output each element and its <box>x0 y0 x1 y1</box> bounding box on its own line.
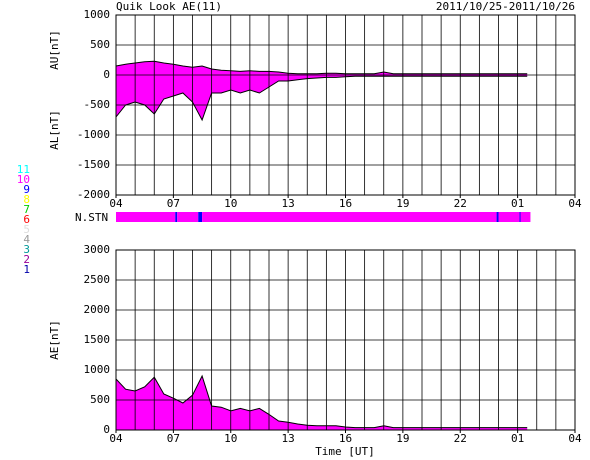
date-range: 2011/10/25-2011/10/26 <box>436 0 575 13</box>
x-tick-label: 16 <box>339 432 352 445</box>
area-fill <box>116 376 528 430</box>
y-tick-label: 1500 <box>84 333 111 346</box>
station-segment <box>520 212 531 222</box>
x-tick-label: 22 <box>454 197 467 210</box>
area-fill <box>116 75 528 120</box>
x-axis-label: Time [UT] <box>315 445 375 458</box>
x-tick-label: 22 <box>454 432 467 445</box>
x-tick-label: 01 <box>511 432 524 445</box>
y-tick-label: -1000 <box>77 128 110 141</box>
x-tick-label: 19 <box>396 432 409 445</box>
y-axis-label: AE[nT] <box>48 320 61 360</box>
station-legend-label: 5 <box>23 223 30 236</box>
station-legend-label: 3 <box>23 243 30 256</box>
area-fill <box>116 61 528 75</box>
y-tick-label: 3000 <box>84 243 111 256</box>
plot-frame <box>115 249 576 431</box>
y-tick-label: 2000 <box>84 303 111 316</box>
x-tick-label: 16 <box>339 197 352 210</box>
y-axis-label: AL[nT] <box>48 110 61 150</box>
y-tick-label: -500 <box>84 98 111 111</box>
strip-label: N.STN <box>75 211 108 224</box>
y-tick-label: 1000 <box>84 8 111 21</box>
x-tick-label: 01 <box>511 197 524 210</box>
area-line <box>115 374 528 429</box>
station-segment <box>496 212 499 222</box>
x-tick-label: 13 <box>282 432 295 445</box>
plot-frame <box>115 14 576 196</box>
chart-title: Quik Look AE(11) <box>116 0 222 13</box>
station-legend-label: 2 <box>23 253 30 266</box>
station-legend-label: 11 <box>17 163 30 176</box>
y-tick-label: 2500 <box>84 273 111 286</box>
x-tick-label: 10 <box>224 432 237 445</box>
station-legend-label: 1 <box>23 263 30 276</box>
x-tick-label: 19 <box>396 197 409 210</box>
y-tick-label: -2000 <box>77 188 110 201</box>
station-legend-label: 4 <box>23 233 30 246</box>
station-segment <box>175 212 178 222</box>
y-tick-label: 0 <box>103 423 110 436</box>
y-tick-label: -1500 <box>77 158 110 171</box>
x-tick-label: 04 <box>109 432 123 445</box>
station-segment <box>198 212 203 222</box>
station-segment <box>519 212 521 222</box>
x-tick-label: 07 <box>167 432 180 445</box>
station-legend-label: 10 <box>17 173 30 186</box>
x-tick-label: 04 <box>568 197 582 210</box>
station-legend-label: 9 <box>23 183 30 196</box>
y-tick-label: 1000 <box>84 363 111 376</box>
y-tick-label: 0 <box>103 68 110 81</box>
station-segment <box>202 212 497 222</box>
x-tick-label: 04 <box>109 197 123 210</box>
station-segment <box>177 212 199 222</box>
y-tick-label: 500 <box>90 393 110 406</box>
x-tick-label: 07 <box>167 197 180 210</box>
station-segment <box>498 212 520 222</box>
area-line <box>115 75 528 122</box>
station-segment <box>116 212 176 222</box>
station-legend-label: 7 <box>23 203 30 216</box>
y-tick-label: 500 <box>90 38 110 51</box>
station-legend-label: 8 <box>23 193 30 206</box>
station-legend-label: 6 <box>23 213 30 226</box>
x-tick-label: 13 <box>282 197 295 210</box>
area-line <box>115 60 528 75</box>
x-tick-label: 04 <box>568 432 582 445</box>
x-tick-label: 10 <box>224 197 237 210</box>
y-axis-label: AU[nT] <box>48 30 61 70</box>
